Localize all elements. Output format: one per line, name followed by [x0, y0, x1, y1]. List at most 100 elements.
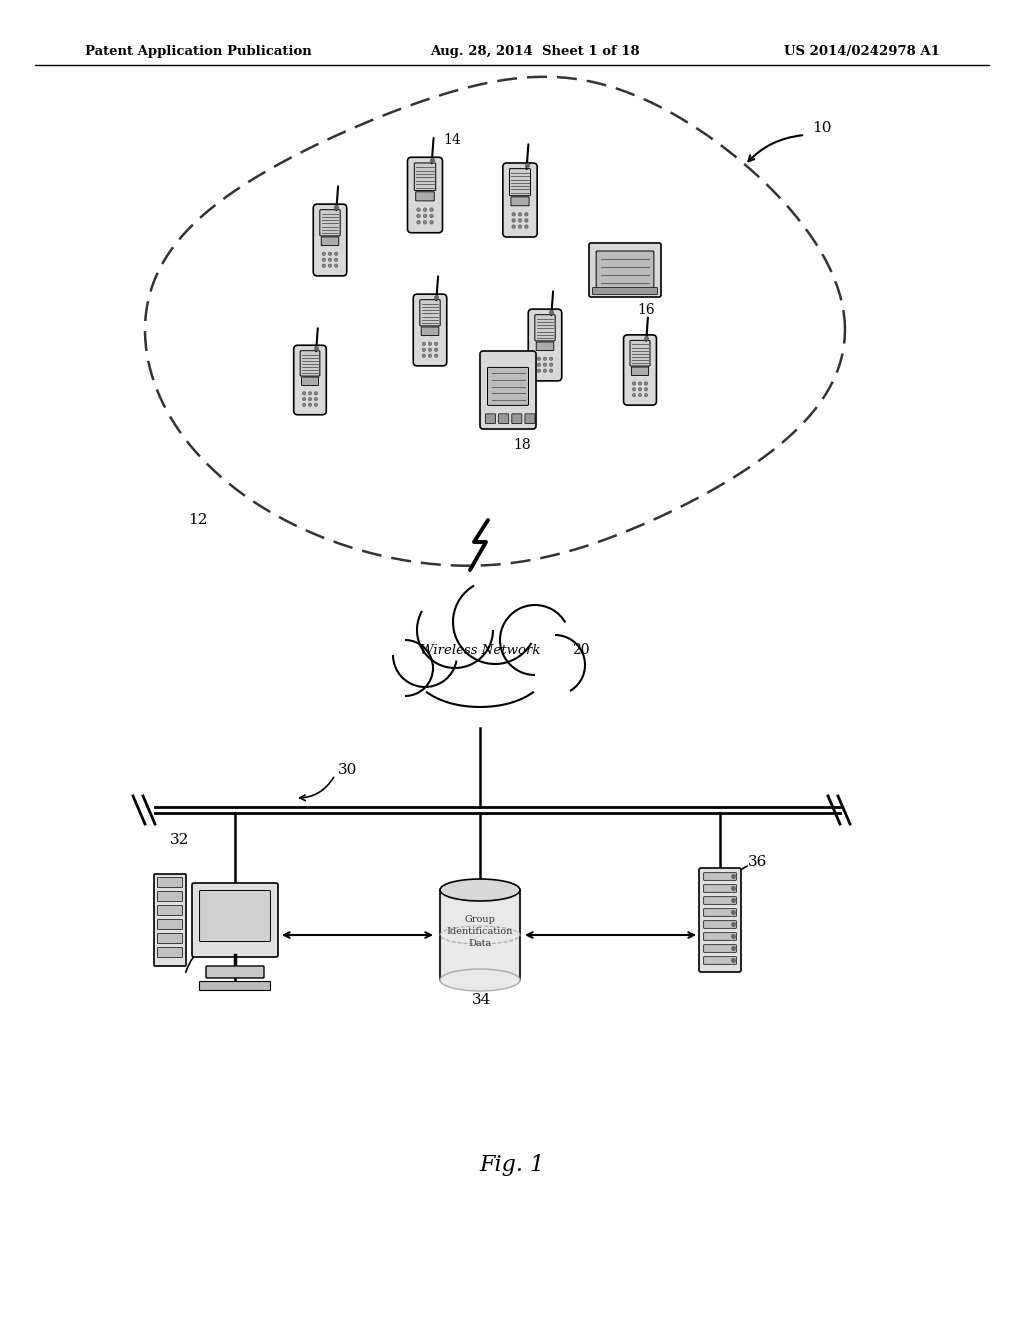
Circle shape: [525, 635, 585, 696]
FancyBboxPatch shape: [414, 294, 446, 366]
Ellipse shape: [440, 879, 520, 902]
Circle shape: [314, 403, 317, 407]
Text: Aug. 28, 2014  Sheet 1 of 18: Aug. 28, 2014 Sheet 1 of 18: [430, 45, 640, 58]
Circle shape: [538, 370, 541, 372]
FancyBboxPatch shape: [589, 243, 662, 297]
Circle shape: [550, 370, 553, 372]
FancyBboxPatch shape: [703, 908, 736, 916]
FancyBboxPatch shape: [596, 251, 654, 289]
Circle shape: [428, 620, 532, 723]
FancyBboxPatch shape: [193, 883, 278, 957]
FancyBboxPatch shape: [416, 191, 434, 201]
Text: Wireless Network: Wireless Network: [420, 644, 541, 656]
Circle shape: [518, 219, 522, 222]
Circle shape: [329, 252, 332, 256]
FancyBboxPatch shape: [703, 957, 736, 965]
Circle shape: [434, 342, 438, 346]
Text: 12: 12: [188, 513, 208, 527]
Circle shape: [314, 392, 317, 395]
FancyBboxPatch shape: [528, 309, 562, 381]
Circle shape: [417, 207, 420, 211]
Circle shape: [638, 388, 642, 391]
FancyBboxPatch shape: [158, 906, 182, 916]
Circle shape: [422, 348, 426, 351]
Circle shape: [430, 220, 433, 224]
Circle shape: [512, 219, 515, 222]
Circle shape: [393, 623, 457, 686]
Circle shape: [512, 224, 515, 228]
FancyBboxPatch shape: [420, 300, 440, 326]
FancyBboxPatch shape: [158, 891, 182, 902]
Circle shape: [633, 381, 636, 385]
Text: 36: 36: [748, 855, 767, 869]
Circle shape: [428, 348, 432, 351]
FancyBboxPatch shape: [200, 891, 270, 941]
FancyBboxPatch shape: [525, 414, 535, 424]
FancyBboxPatch shape: [537, 342, 554, 351]
FancyBboxPatch shape: [511, 197, 529, 206]
FancyBboxPatch shape: [703, 873, 736, 880]
Text: 20: 20: [572, 643, 590, 657]
FancyBboxPatch shape: [322, 238, 339, 246]
Circle shape: [417, 591, 493, 668]
FancyBboxPatch shape: [158, 948, 182, 957]
Circle shape: [308, 392, 311, 395]
Circle shape: [500, 605, 570, 675]
FancyBboxPatch shape: [421, 327, 439, 335]
Circle shape: [314, 397, 317, 401]
FancyBboxPatch shape: [158, 933, 182, 944]
Text: Fig. 1: Fig. 1: [479, 1154, 545, 1176]
FancyBboxPatch shape: [703, 933, 736, 940]
Text: 18: 18: [513, 438, 530, 451]
Circle shape: [544, 358, 547, 360]
FancyBboxPatch shape: [510, 169, 530, 195]
Circle shape: [308, 397, 311, 401]
Circle shape: [434, 348, 438, 351]
Circle shape: [638, 381, 642, 385]
FancyBboxPatch shape: [703, 945, 736, 952]
Circle shape: [538, 358, 541, 360]
Circle shape: [423, 214, 427, 218]
Circle shape: [524, 213, 528, 216]
Circle shape: [550, 358, 553, 360]
Circle shape: [524, 219, 528, 222]
Circle shape: [308, 403, 311, 407]
Circle shape: [422, 354, 426, 358]
Circle shape: [335, 259, 338, 261]
Circle shape: [423, 207, 427, 211]
Circle shape: [302, 397, 306, 401]
FancyBboxPatch shape: [206, 966, 264, 978]
Circle shape: [518, 224, 522, 228]
FancyBboxPatch shape: [200, 982, 270, 990]
FancyBboxPatch shape: [301, 378, 318, 385]
FancyBboxPatch shape: [313, 205, 347, 276]
Circle shape: [538, 363, 541, 367]
Circle shape: [544, 370, 547, 372]
Circle shape: [644, 393, 647, 397]
Circle shape: [417, 214, 420, 218]
Text: 34: 34: [472, 993, 492, 1007]
FancyBboxPatch shape: [487, 367, 528, 405]
FancyBboxPatch shape: [703, 884, 736, 892]
FancyBboxPatch shape: [408, 157, 442, 232]
Circle shape: [323, 252, 326, 256]
Circle shape: [430, 214, 433, 218]
Text: Data: Data: [468, 939, 492, 948]
Circle shape: [323, 264, 326, 268]
Ellipse shape: [440, 969, 520, 991]
Bar: [440, 890, 520, 979]
FancyBboxPatch shape: [154, 874, 186, 966]
FancyBboxPatch shape: [300, 351, 319, 376]
Circle shape: [335, 252, 338, 256]
Circle shape: [428, 342, 432, 346]
Circle shape: [423, 220, 427, 224]
Circle shape: [422, 342, 426, 346]
FancyBboxPatch shape: [415, 162, 436, 190]
FancyBboxPatch shape: [480, 351, 536, 429]
Text: Identification: Identification: [446, 927, 513, 936]
Circle shape: [644, 388, 647, 391]
Text: Patent Application Publication: Patent Application Publication: [85, 45, 311, 58]
Circle shape: [377, 640, 433, 696]
Circle shape: [329, 259, 332, 261]
Circle shape: [329, 264, 332, 268]
